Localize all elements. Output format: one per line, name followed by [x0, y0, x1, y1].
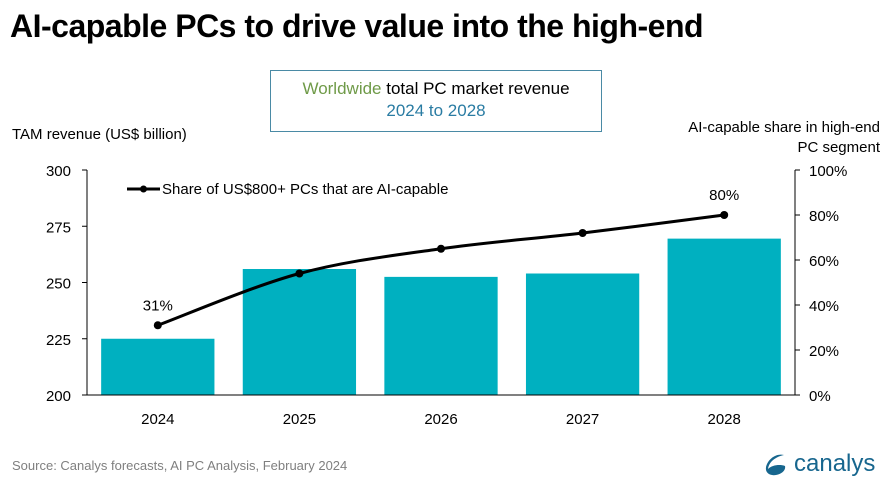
legend-label: Share of US$800+ PCs that are AI-capable	[162, 181, 448, 198]
left-tick-label: 200	[46, 388, 71, 405]
x-tick-label: 2025	[283, 411, 316, 428]
left-tick-label: 225	[46, 332, 71, 349]
legend-marker	[140, 185, 147, 193]
bar-2026	[384, 276, 498, 395]
right-tick-label: 40%	[809, 298, 839, 315]
ai-share-point-2026	[437, 244, 445, 253]
bar-2027	[525, 273, 640, 395]
ai-share-point-2024	[153, 321, 162, 330]
right-tick-label: 60%	[809, 253, 839, 270]
right-tick-label: 20%	[809, 343, 839, 360]
left-axis-label: TAM revenue (US$ billion)	[12, 126, 187, 143]
x-tick-label: 2027	[566, 411, 599, 428]
left-tick-label: 250	[46, 276, 71, 293]
ai-share-label: 80%	[709, 187, 739, 204]
left-tick-label: 300	[46, 163, 71, 180]
ai-share-point-2028	[720, 211, 729, 219]
right-axis-label: AI-capable share in high-end PC segment	[680, 118, 880, 158]
subtitle-metric: total PC market revenue	[381, 79, 570, 98]
x-tick-label: 2026	[424, 411, 457, 428]
page-title: AI-capable PCs to drive value into the h…	[10, 8, 704, 44]
bar-2024	[101, 338, 215, 395]
ai-share-label: 31%	[143, 297, 173, 314]
right-tick-label: 0%	[809, 388, 831, 405]
canalys-logo: canalys	[762, 450, 875, 478]
bar-2025	[242, 269, 357, 395]
right-axis-label-text: AI-capable share in high-end PC segment	[688, 119, 880, 156]
ai-share-point-2025	[295, 269, 304, 278]
canalys-logo-icon	[765, 454, 786, 476]
x-tick-label: 2028	[708, 411, 741, 428]
subtitle-period: 2024 to 2028	[386, 101, 486, 120]
chart-subtitle-box: Worldwide total PC market revenue 2024 t…	[270, 70, 602, 132]
right-tick-label: 80%	[809, 208, 839, 225]
source-note: Source: Canalys forecasts, AI PC Analysi…	[12, 458, 348, 473]
left-tick-label: 275	[46, 219, 71, 236]
canalys-logo-text: canalys	[794, 450, 876, 477]
right-tick-label: 100%	[809, 163, 847, 180]
subtitle-region: Worldwide	[302, 79, 382, 98]
x-tick-label: 2024	[141, 411, 174, 428]
bar-2028	[667, 238, 781, 395]
ai-share-point-2027	[578, 229, 587, 237]
